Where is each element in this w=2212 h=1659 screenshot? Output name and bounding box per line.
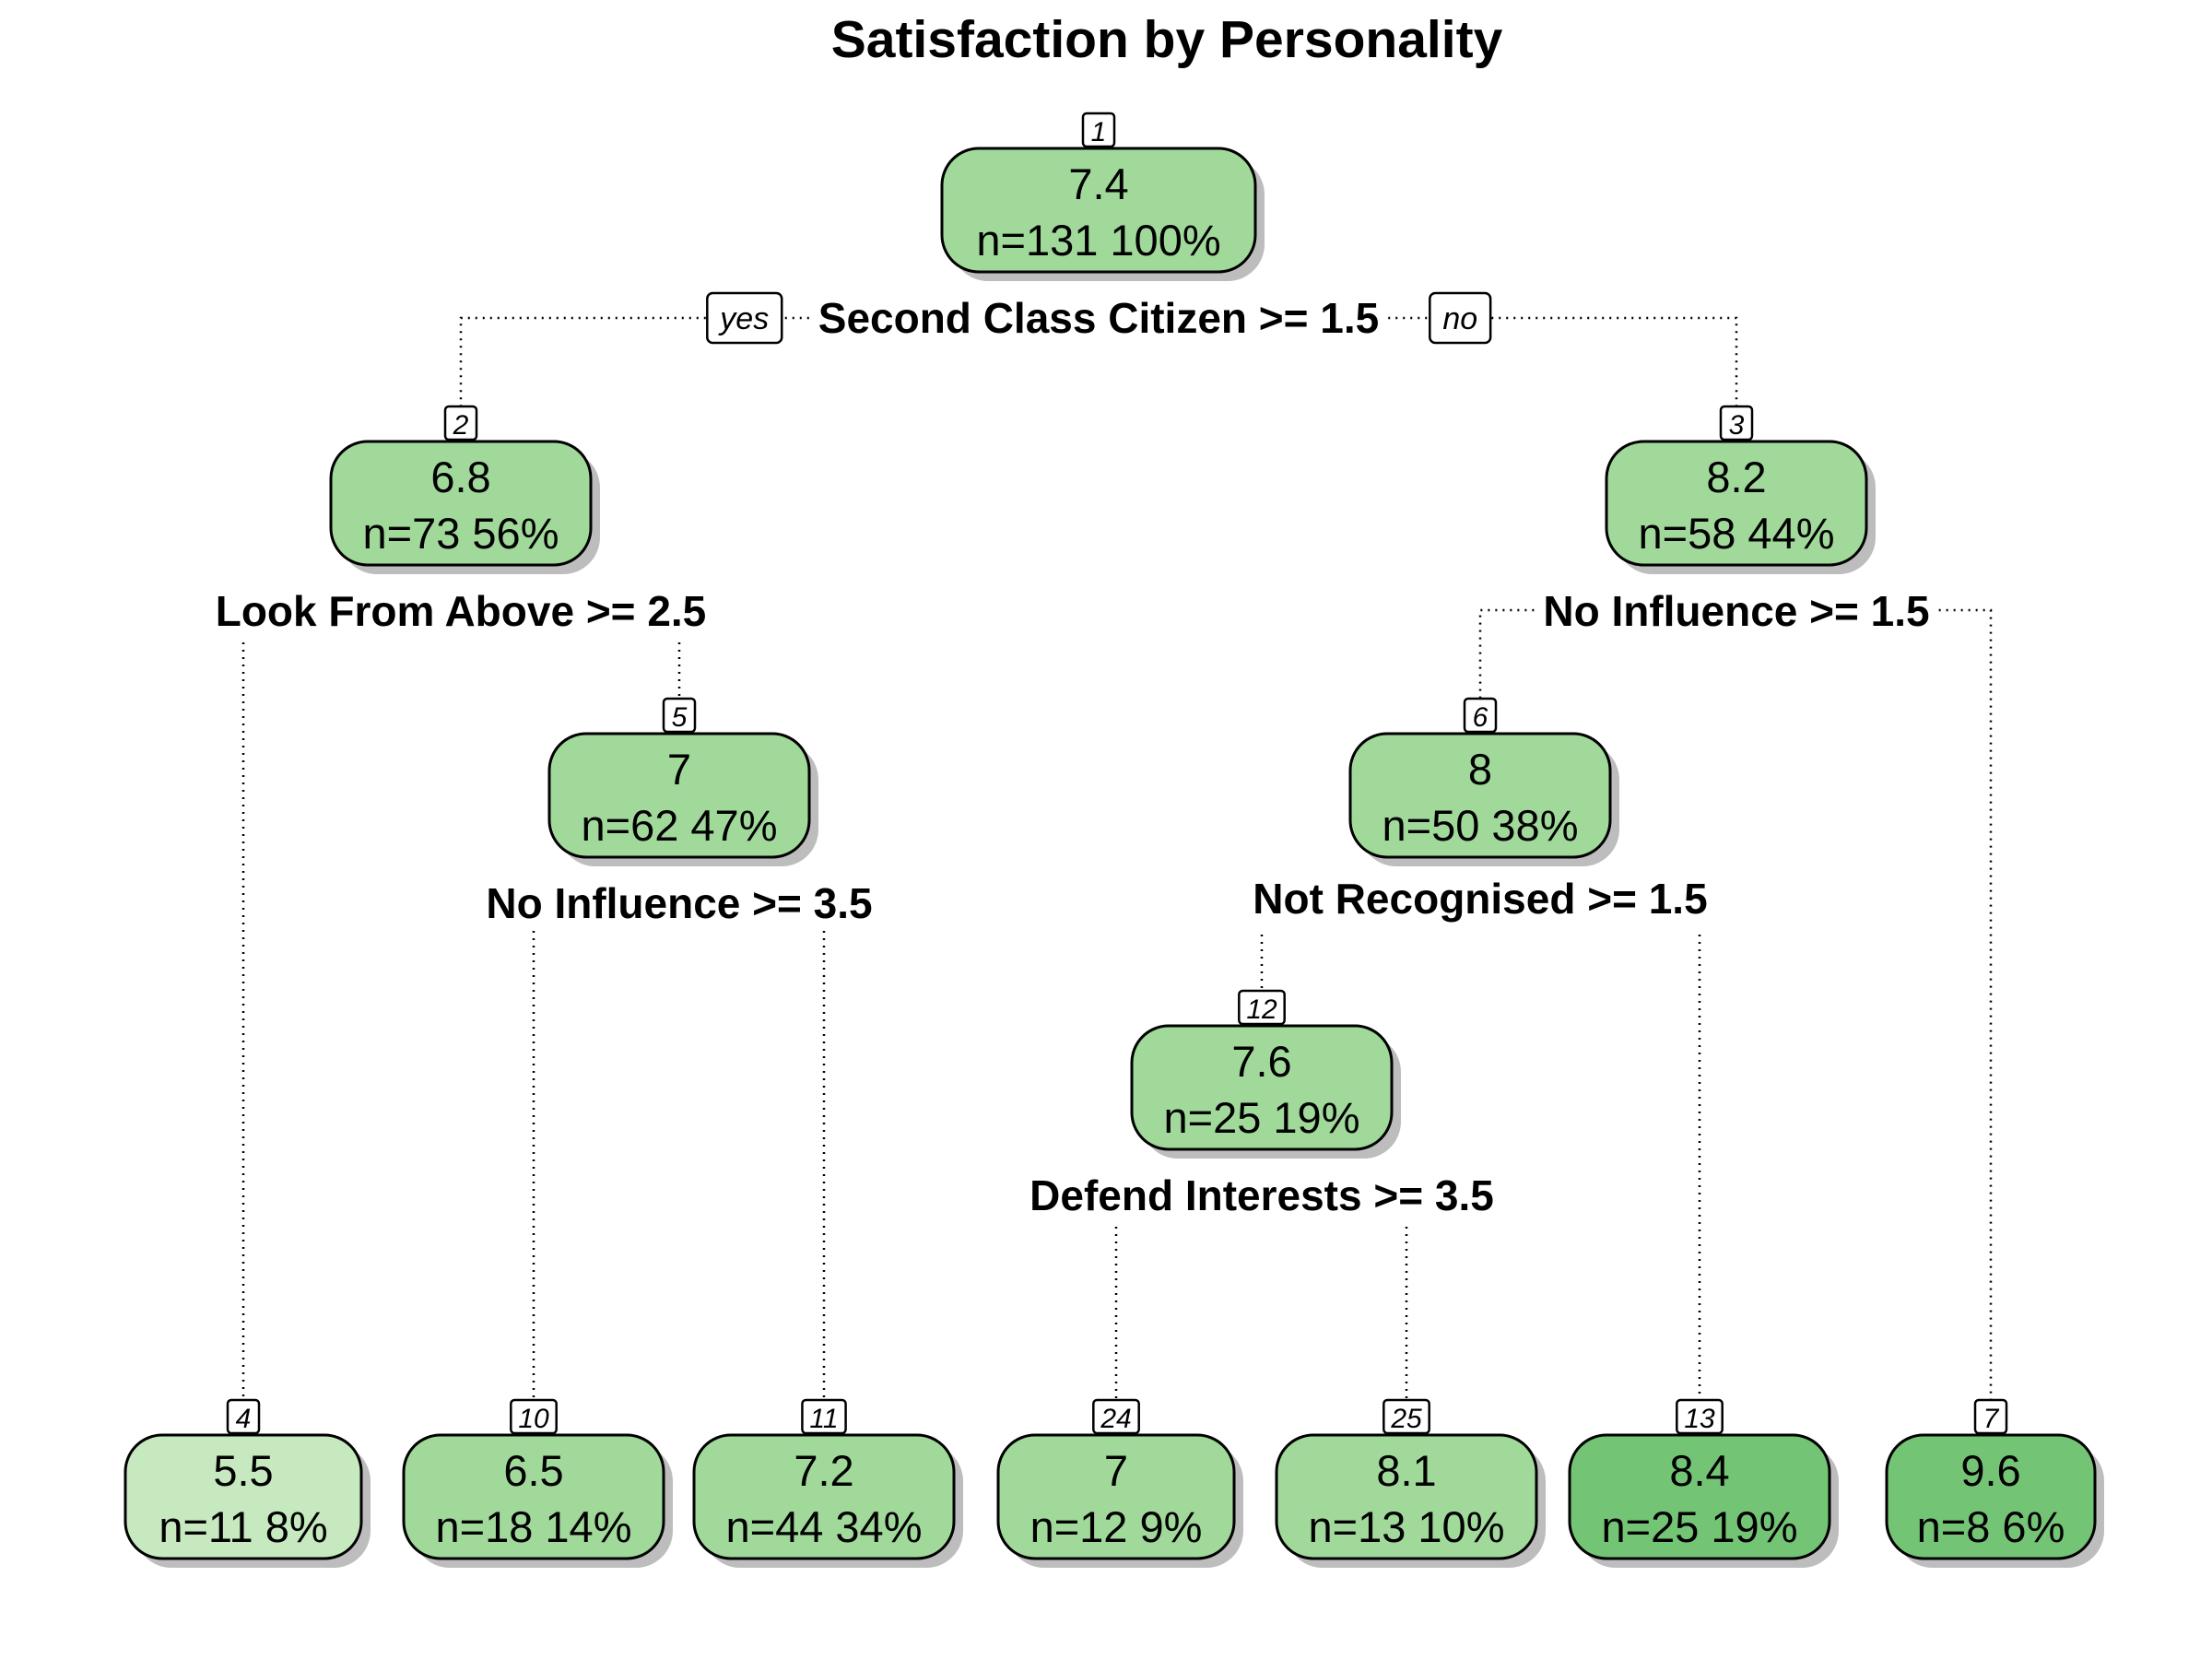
branch-label-yes: yes	[706, 291, 783, 345]
branch-labels: yes no	[706, 291, 1492, 345]
node-stats: n=50 38%	[1382, 801, 1579, 850]
node-id-label: 7	[1983, 1404, 2000, 1434]
node-id-label: 3	[1729, 410, 1745, 441]
node-value: 7	[667, 745, 691, 794]
node-box	[1348, 732, 1612, 859]
node-id-label: 6	[1473, 702, 1488, 733]
node-stats: n=13 10%	[1309, 1502, 1505, 1551]
node-id-label: 24	[1100, 1404, 1131, 1434]
tree-node-10: 6.5 n=18 14% 10	[402, 1398, 673, 1568]
node-box	[402, 1433, 665, 1560]
edge-1-3	[1388, 316, 1738, 406]
tree-node-1: 7.4 n=131 100% 1 Second Class Citizen >= 1.…	[818, 112, 1379, 342]
node-stats: n=25 19%	[1602, 1502, 1798, 1551]
node-value: 6.8	[430, 453, 490, 501]
diagram-title: Satisfaction by Personality	[831, 10, 1503, 69]
branch-label-box	[706, 291, 783, 345]
node-id-box	[1092, 1398, 1140, 1435]
node-value: 8	[1468, 745, 1492, 794]
node-value: 5.5	[213, 1446, 273, 1495]
tree-node-13: 8.4 n=25 19% 13	[1568, 1398, 1839, 1568]
node-stats: n=8 6%	[1917, 1502, 2065, 1551]
node-value: 8.1	[1376, 1446, 1436, 1495]
branch-label-text: no	[1442, 301, 1477, 336]
node-stats: n=18 14%	[436, 1502, 632, 1551]
node-stats: n=25 19%	[1164, 1093, 1360, 1142]
split-label: Look From Above >= 2.5	[216, 587, 707, 635]
node-stats: n=62 47%	[582, 801, 778, 850]
node-id-box	[1238, 989, 1286, 1026]
split-label: No Influence >= 3.5	[486, 879, 872, 927]
node-id-label: 25	[1390, 1404, 1422, 1434]
node-box	[547, 732, 811, 859]
edge-3-7	[1938, 608, 1993, 1400]
node-box	[692, 1433, 956, 1560]
edge-3-6	[1478, 608, 1535, 699]
node-value: 8.4	[1669, 1446, 1729, 1495]
node-box	[1130, 1024, 1394, 1151]
node-id-box	[1463, 697, 1498, 734]
node-value: 6.5	[503, 1446, 563, 1495]
node-id-box	[662, 697, 697, 734]
node-id-box	[1676, 1398, 1724, 1435]
node-stats: n=11 8%	[159, 1502, 327, 1551]
tree-node-3: 8.2 n=58 44% 3 No Influence >= 1.5	[1543, 405, 1930, 635]
node-stats: n=12 9%	[1030, 1502, 1203, 1551]
split-label: No Influence >= 1.5	[1543, 587, 1929, 635]
node-box	[1605, 440, 1868, 567]
node-box	[124, 1433, 363, 1560]
node-id-box	[1382, 1398, 1430, 1435]
node-id-box	[1973, 1398, 2008, 1435]
node-value: 7.4	[1068, 159, 1128, 208]
node-box	[1885, 1433, 2097, 1560]
node-box	[940, 147, 1257, 274]
node-id-box	[1719, 405, 1754, 441]
node-stats: n=44 34%	[726, 1502, 923, 1551]
node-box	[996, 1433, 1236, 1560]
tree-node-7: 9.6 n=8 6% 7	[1885, 1398, 2104, 1568]
node-id-box	[443, 405, 478, 441]
node-value: 9.6	[1960, 1446, 2020, 1495]
tree-node-25: 8.1 n=13 10% 25	[1275, 1398, 1546, 1568]
node-id-box	[510, 1398, 558, 1435]
tree-node-2: 6.8 n=73 56% 2 Look From Above >= 2.5	[216, 405, 707, 635]
node-value: 7.2	[794, 1446, 853, 1495]
tree-node-6: 8 n=50 38% 6 Not Recognised >= 1.5	[1253, 697, 1708, 923]
tree-node-11: 7.2 n=44 34% 11	[692, 1398, 963, 1568]
nodes-layer: 7.4 n=131 100% 1 Second Class Citizen >= 1.…	[124, 112, 2104, 1568]
edge-1-2	[459, 316, 809, 406]
node-value: 7.6	[1231, 1037, 1291, 1086]
node-id-box	[226, 1398, 261, 1435]
node-box	[1275, 1433, 1538, 1560]
split-label: Defend Interests >= 3.5	[1030, 1171, 1494, 1219]
node-stats: n=58 44%	[1639, 509, 1835, 558]
node-id-box	[1081, 112, 1116, 148]
node-id-label: 11	[809, 1404, 838, 1434]
node-id-label: 13	[1684, 1404, 1715, 1434]
split-label: Second Class Citizen >= 1.5	[818, 294, 1379, 342]
node-id-label: 4	[236, 1404, 252, 1434]
node-id-label: 5	[672, 702, 688, 733]
node-value: 8.2	[1706, 453, 1766, 501]
tree-node-24: 7 n=12 9% 24	[996, 1398, 1243, 1568]
node-id-label: 10	[518, 1404, 549, 1434]
node-id-label: 2	[453, 410, 469, 441]
node-id-label: 1	[1091, 117, 1107, 147]
tree-node-4: 5.5 n=11 8% 4	[124, 1398, 371, 1568]
tree-node-12: 7.6 n=25 19% 12 Defend Interests >= 3.5	[1030, 989, 1494, 1219]
node-box	[329, 440, 593, 567]
tree-node-5: 7 n=62 47% 5 No Influence >= 3.5	[486, 697, 873, 927]
branch-label-text: yes	[718, 301, 769, 336]
node-id-box	[801, 1398, 847, 1435]
node-value: 7	[1104, 1446, 1128, 1495]
branch-label-box	[1429, 291, 1492, 345]
node-stats: n=73 56%	[363, 509, 559, 558]
split-label: Not Recognised >= 1.5	[1253, 875, 1707, 923]
node-stats: n=131 100%	[976, 216, 1220, 265]
node-id-label: 12	[1246, 994, 1277, 1025]
edges-layer	[241, 316, 1993, 1400]
node-box	[1568, 1433, 1831, 1560]
branch-label-no: no	[1429, 291, 1492, 345]
